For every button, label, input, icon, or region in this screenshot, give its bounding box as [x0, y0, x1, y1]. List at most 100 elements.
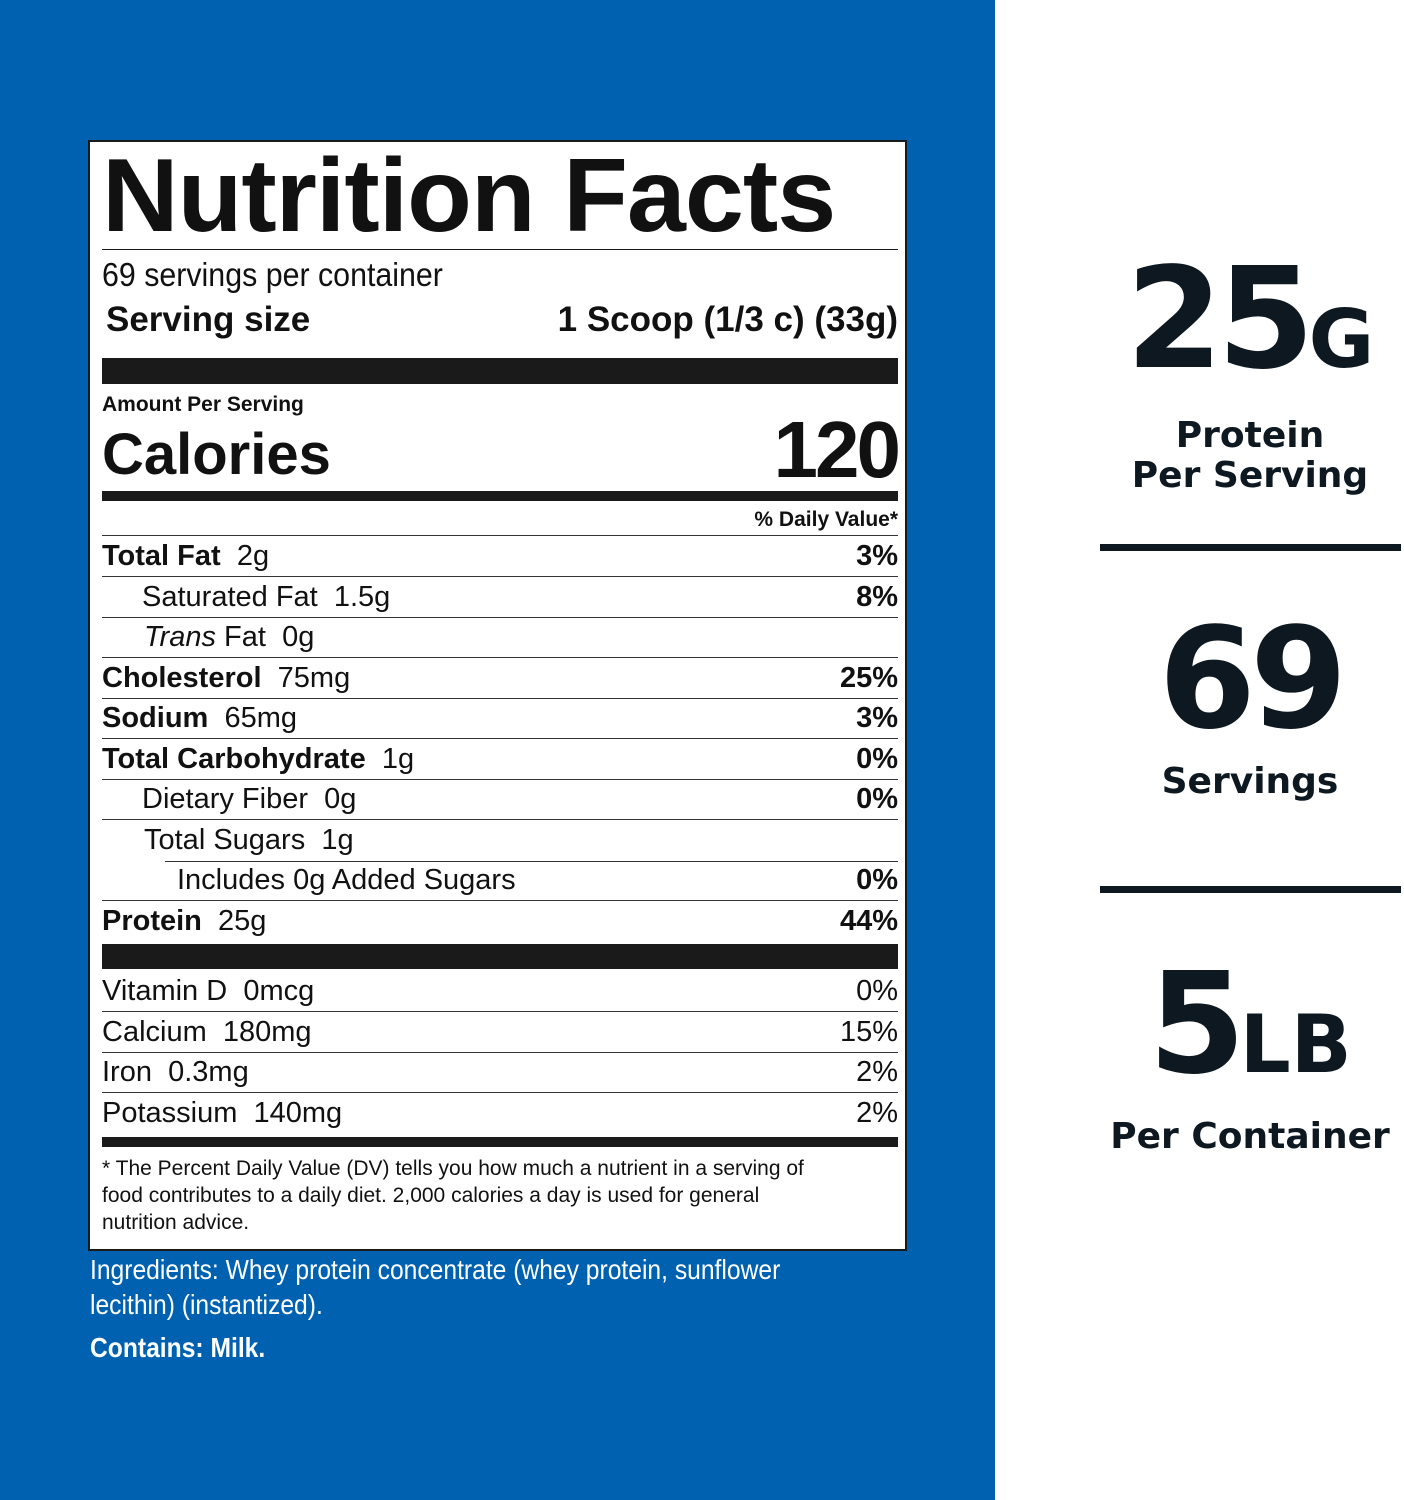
nutrient-daily-value: 0%	[856, 864, 898, 896]
nutrient-row: Sodium 65mg 3%	[102, 699, 898, 739]
stat-label: Servings	[1161, 761, 1339, 802]
nutrient-daily-value: 0%	[856, 742, 898, 775]
daily-value-header: % Daily Value*	[102, 504, 898, 536]
vitamin-row: Iron 0.3mg 2%	[102, 1053, 898, 1093]
nutrient-label: Includes 0g Added Sugars	[177, 864, 516, 896]
divider	[165, 860, 898, 862]
divider	[1100, 544, 1401, 551]
nutrient-row: Total Sugars 1g	[102, 821, 898, 861]
servings-per-container: 69 servings per container	[102, 256, 443, 293]
stat-label: Per Serving	[1131, 455, 1369, 496]
nutrient-label: Total Sugars	[144, 824, 306, 856]
medium-bar	[102, 1137, 898, 1147]
vitamin-daily-value: 15%	[839, 1015, 898, 1048]
vitamin-row: Calcium 180mg 15%	[102, 1013, 898, 1053]
nutrient-label: Total Fat	[102, 540, 221, 572]
footnote: * The Percent Daily Value (DV) tells you…	[102, 1155, 804, 1236]
nutrient-daily-value: 25%	[839, 661, 898, 694]
calories-value: 120	[773, 405, 901, 494]
nutrient-label: Saturated Fat	[142, 580, 318, 613]
nutrient-name: Trans Fat 0g	[102, 621, 314, 654]
calories-label: Calories	[102, 422, 331, 487]
thick-bar	[102, 944, 898, 969]
nutrient-amount: 1g	[321, 824, 354, 856]
vitamin-daily-value: 2%	[856, 1097, 898, 1129]
nutrient-amount: 0g	[324, 783, 357, 815]
amount-per-serving: Amount Per Serving	[102, 393, 304, 416]
nutrient-daily-value: 0%	[856, 783, 898, 815]
footnote-line: * The Percent Daily Value (DV) tells you…	[102, 1157, 804, 1180]
nutrient-daily-value: 8%	[856, 580, 898, 613]
nutrient-label: Dietary Fiber	[142, 783, 308, 815]
ingredients-line: lecithin) (instantized).	[90, 1289, 323, 1320]
stat-label: Protein	[1175, 415, 1325, 456]
nutrient-row: Cholesterol 75mg 25%	[102, 659, 898, 699]
nutrient-amount: 1g	[381, 742, 415, 775]
vitamin-name: Iron 0.3mg	[102, 1056, 249, 1089]
stat-number: 25	[1125, 238, 1315, 401]
serving-size-row: Serving size 1 Scoop (1/3 c) (33g)	[102, 300, 898, 340]
vitamin-label: Calcium	[102, 1015, 207, 1048]
nutrient-row: Saturated Fat 1.5g 8%	[102, 578, 898, 618]
divider	[1100, 886, 1401, 893]
nutrient-row: Total Fat 2g 3%	[102, 537, 898, 577]
nutrient-row: Trans Fat 0g	[102, 618, 898, 658]
calories-row: Calories 120	[102, 405, 901, 494]
nutrient-amount: 25g	[218, 905, 267, 937]
nutrient-daily-value: 3%	[856, 702, 898, 734]
nutrient-amount: 2g	[236, 540, 270, 572]
nutrient-label: Sodium	[102, 702, 209, 734]
thick-bar	[102, 358, 898, 384]
vitamin-name: Calcium 180mg	[102, 1016, 312, 1049]
vitamin-label: Iron	[102, 1056, 152, 1088]
vitamin-amount: 140mg	[253, 1097, 343, 1129]
nutrient-name: Total Sugars 1g	[102, 824, 354, 857]
vitamin-label: Potassium	[102, 1097, 238, 1129]
divider	[102, 249, 898, 250]
vitamin-amount: 180mg	[222, 1015, 312, 1048]
nutrient-row: Dietary Fiber 0g 0%	[102, 780, 898, 820]
nutrient-name: Total Fat 2g	[102, 540, 269, 573]
serving-size-label: Serving size	[106, 300, 311, 339]
stat-protein: 25G Protein Per Serving	[1100, 250, 1400, 496]
stat-unit: LB	[1239, 998, 1352, 1091]
vitamin-name: Vitamin D 0mcg	[102, 975, 314, 1008]
nutrient-amount: 65mg	[224, 702, 298, 734]
footnote-line: nutrition advice.	[102, 1211, 250, 1234]
nutrient-name: Protein 25g	[102, 905, 266, 938]
vitamin-daily-value: 0%	[856, 975, 898, 1007]
nutrient-name: Dietary Fiber 0g	[102, 783, 356, 816]
vitamin-amount: 0mcg	[243, 975, 315, 1007]
nutrient-daily-value: 44%	[839, 905, 898, 937]
nutrient-name-italic: Trans	[144, 621, 216, 653]
vitamin-name: Potassium 140mg	[102, 1097, 342, 1130]
nutrient-name: Cholesterol 75mg	[102, 662, 350, 695]
nutrient-name: Saturated Fat 1.5g	[102, 581, 390, 614]
vitamin-label: Vitamin D	[102, 975, 228, 1007]
contains-allergens: Contains: Milk.	[90, 1332, 266, 1363]
stat-number: 69	[1158, 598, 1348, 761]
nutrient-name: Total Carbohydrate 1g	[102, 743, 414, 776]
vitamin-daily-value: 2%	[856, 1056, 898, 1088]
nutrient-amount: 0g	[282, 621, 315, 653]
nutrient-name-rest: Fat	[224, 621, 266, 653]
stat-label: Per Container	[1110, 1116, 1390, 1157]
ingredients-line: Ingredients: Whey protein concentrate (w…	[90, 1254, 781, 1285]
nutrient-label: Cholesterol	[102, 661, 262, 694]
vitamin-row: Potassium 140mg 2%	[102, 1094, 898, 1134]
nutrient-amount: 75mg	[277, 661, 351, 694]
nutrient-row: Protein 25g 44%	[102, 902, 898, 942]
serving-size-value: 1 Scoop (1/3 c) (33g)	[557, 300, 898, 339]
nutrient-name: Sodium 65mg	[102, 702, 297, 735]
nutrient-row: Total Carbohydrate 1g 0%	[102, 740, 898, 780]
stat-unit: G	[1308, 293, 1375, 386]
nutrient-name: Includes 0g Added Sugars	[102, 864, 532, 897]
stat-container-size: 5LB Per Container	[1100, 955, 1400, 1157]
nutrient-label: Total Carbohydrate	[102, 742, 366, 775]
stat-servings: 69 Servings	[1100, 610, 1400, 802]
nutrient-amount: 1.5g	[333, 580, 391, 613]
medium-bar	[102, 491, 898, 501]
footnote-line: food contributes to a daily diet. 2,000 …	[102, 1184, 760, 1207]
label-title: Nutrition Facts	[102, 138, 836, 254]
vitamin-row: Vitamin D 0mcg 0%	[102, 972, 898, 1012]
